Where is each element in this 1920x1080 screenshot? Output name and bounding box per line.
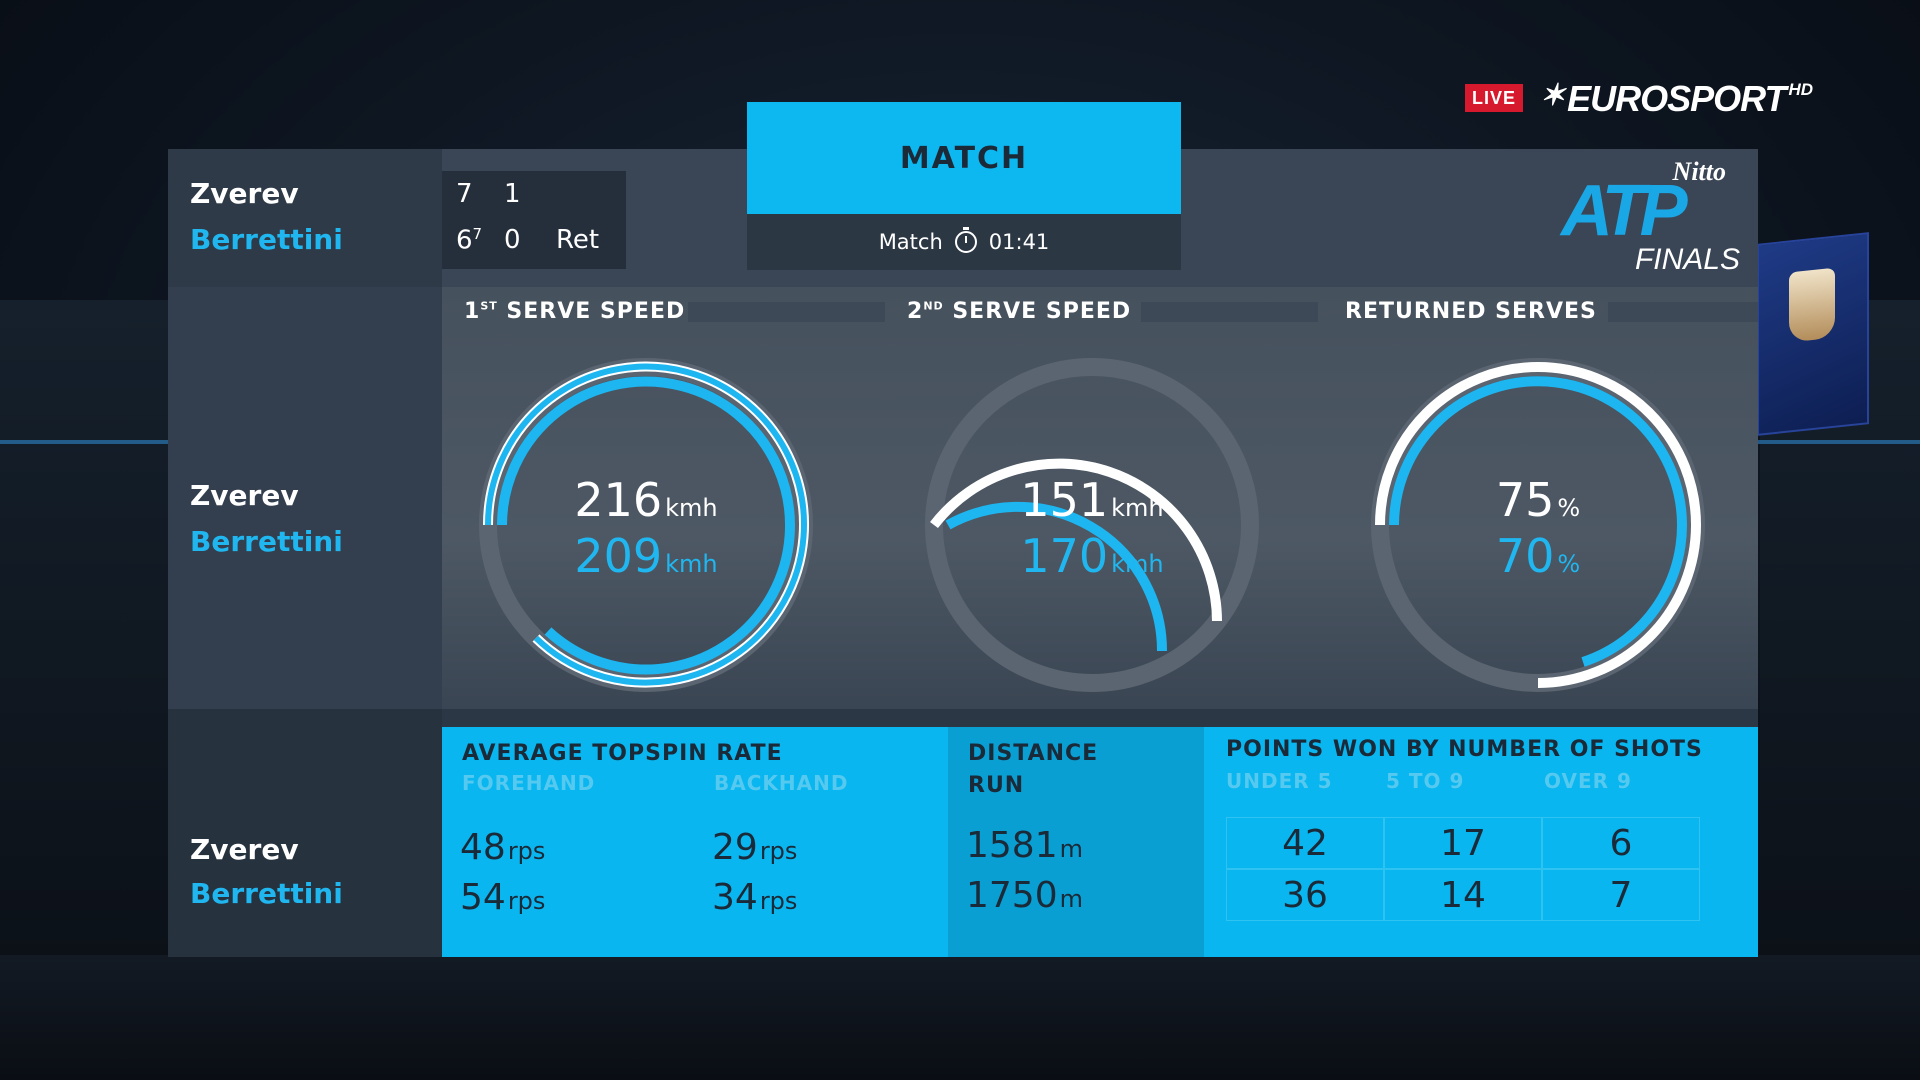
title-underline xyxy=(688,302,885,322)
arena-light-strip xyxy=(1758,440,1920,444)
distance-title-line1: DISTANCE xyxy=(968,741,1099,766)
gauge-player1-name: Zverev xyxy=(190,479,299,512)
player2-arc-outer xyxy=(485,363,807,686)
bottom-stats-bar: AVERAGE TOPSPIN RATE FOREHAND BACKHAND 4… xyxy=(442,727,1758,957)
match-stats-panel: Zverev Berrettini 7 1 67 0 Ret MATCH Mat… xyxy=(168,102,1758,957)
logo-finals: FINALS xyxy=(1634,243,1740,276)
player2-tiebreak: 7 xyxy=(472,225,483,243)
player2-arc xyxy=(497,376,795,675)
player2-distance-value: 1750m xyxy=(966,875,1084,916)
scoreboard-player2-name: Berrettini xyxy=(190,223,343,256)
arena-light-strip xyxy=(0,440,168,444)
player1-backhand-value: 29rps xyxy=(712,827,798,868)
returned-serves-title: RETURNED SERVES xyxy=(1345,299,1597,324)
atp-finals-logo: Nitto ATP FINALS xyxy=(1543,157,1748,277)
gauge-area-bg xyxy=(442,287,1758,709)
match-timer: Match 01:41 xyxy=(747,214,1181,270)
first-serve-player1-value: 216 kmh xyxy=(574,473,718,527)
column-5-to-9: 5 TO 9 xyxy=(1386,769,1465,793)
player2-forehand-value: 54rps xyxy=(460,877,546,918)
crowd-left xyxy=(0,300,168,960)
second-serve-title: 2ND SERVE SPEED xyxy=(907,299,1132,324)
first-serve-gauge: 216 kmh 209 kmh xyxy=(476,355,816,695)
trophy-video-screen xyxy=(1757,232,1869,436)
match-tab: MATCH xyxy=(747,102,1181,214)
player2-under5-cell: 36 xyxy=(1226,869,1384,921)
gauge-names-bg xyxy=(168,287,442,709)
points-by-shots-title: POINTS WON BY NUMBER OF SHOTS xyxy=(1226,737,1703,762)
player2-set1: 67 xyxy=(456,225,483,256)
eurosport-star-icon: ✶ xyxy=(1540,79,1566,112)
player2-set2: 0 xyxy=(504,225,521,255)
distance-section-bg xyxy=(948,727,1204,957)
retired-status: Ret xyxy=(556,225,600,255)
player1-5to9-cell: 17 xyxy=(1384,817,1542,869)
column-over-9: OVER 9 xyxy=(1544,769,1632,793)
player2-arc xyxy=(1389,376,1687,667)
player1-distance-value: 1581m xyxy=(966,825,1084,866)
backhand-label: BACKHAND xyxy=(714,771,849,795)
eurosport-logo: ✶ EUROSPORT HD xyxy=(1540,78,1813,120)
crowd-bottom xyxy=(0,955,1920,1080)
timer-label: Match xyxy=(878,230,943,254)
player2-arc xyxy=(945,501,1168,652)
first-serve-title: 1ST SERVE SPEED xyxy=(464,299,686,324)
second-serve-player2-value: 170 kmh xyxy=(1020,529,1164,583)
distance-title-line2: RUN xyxy=(968,773,1025,798)
returned-serves-player2-value: 70% xyxy=(1495,529,1581,583)
player2-over9-cell: 7 xyxy=(1542,869,1700,921)
divider-strip xyxy=(442,709,1758,727)
player1-set1: 7 xyxy=(456,179,473,209)
player1-set2: 1 xyxy=(504,179,521,209)
player1-arc xyxy=(1375,362,1701,688)
player1-forehand-value: 48rps xyxy=(460,827,546,868)
trophy-icon xyxy=(1789,267,1835,343)
topspin-title: AVERAGE TOPSPIN RATE xyxy=(462,741,783,766)
player1-under5-cell: 42 xyxy=(1226,817,1384,869)
first-serve-player2-value: 209 kmh xyxy=(574,529,718,583)
player2-5to9-cell: 14 xyxy=(1384,869,1542,921)
stopwatch-icon xyxy=(954,227,977,253)
score-box: 7 1 67 0 Ret xyxy=(442,171,626,269)
network-name: EUROSPORT xyxy=(1567,78,1786,119)
player1-arc xyxy=(930,458,1222,622)
stats-player2-name: Berrettini xyxy=(190,877,343,910)
scoreboard-names-bg xyxy=(168,149,442,287)
live-badge: LIVE xyxy=(1465,84,1523,112)
returned-serves-gauge: 75% 70% xyxy=(1368,355,1708,695)
player2-backhand-value: 34rps xyxy=(712,877,798,918)
timer-value: 01:41 xyxy=(988,230,1050,254)
column-under-5: UNDER 5 xyxy=(1226,769,1333,793)
second-serve-player1-value: 151 kmh xyxy=(1020,473,1164,527)
logo-sponsor: Nitto xyxy=(1672,157,1726,186)
forehand-label: FOREHAND xyxy=(462,771,596,795)
stats-names-bg xyxy=(168,709,442,957)
returned-serves-player1-value: 75% xyxy=(1495,473,1581,527)
scoreboard-player1-name: Zverev xyxy=(190,177,299,210)
title-underline xyxy=(1608,302,1758,322)
stats-player1-name: Zverev xyxy=(190,833,299,866)
title-underline xyxy=(1141,302,1318,322)
gauge-player2-name: Berrettini xyxy=(190,525,343,558)
second-serve-gauge: 151 kmh 170 kmh xyxy=(922,355,1262,695)
player1-over9-cell: 6 xyxy=(1542,817,1700,869)
hd-label: HD xyxy=(1788,80,1814,99)
logo-atp: ATP xyxy=(1561,171,1688,251)
